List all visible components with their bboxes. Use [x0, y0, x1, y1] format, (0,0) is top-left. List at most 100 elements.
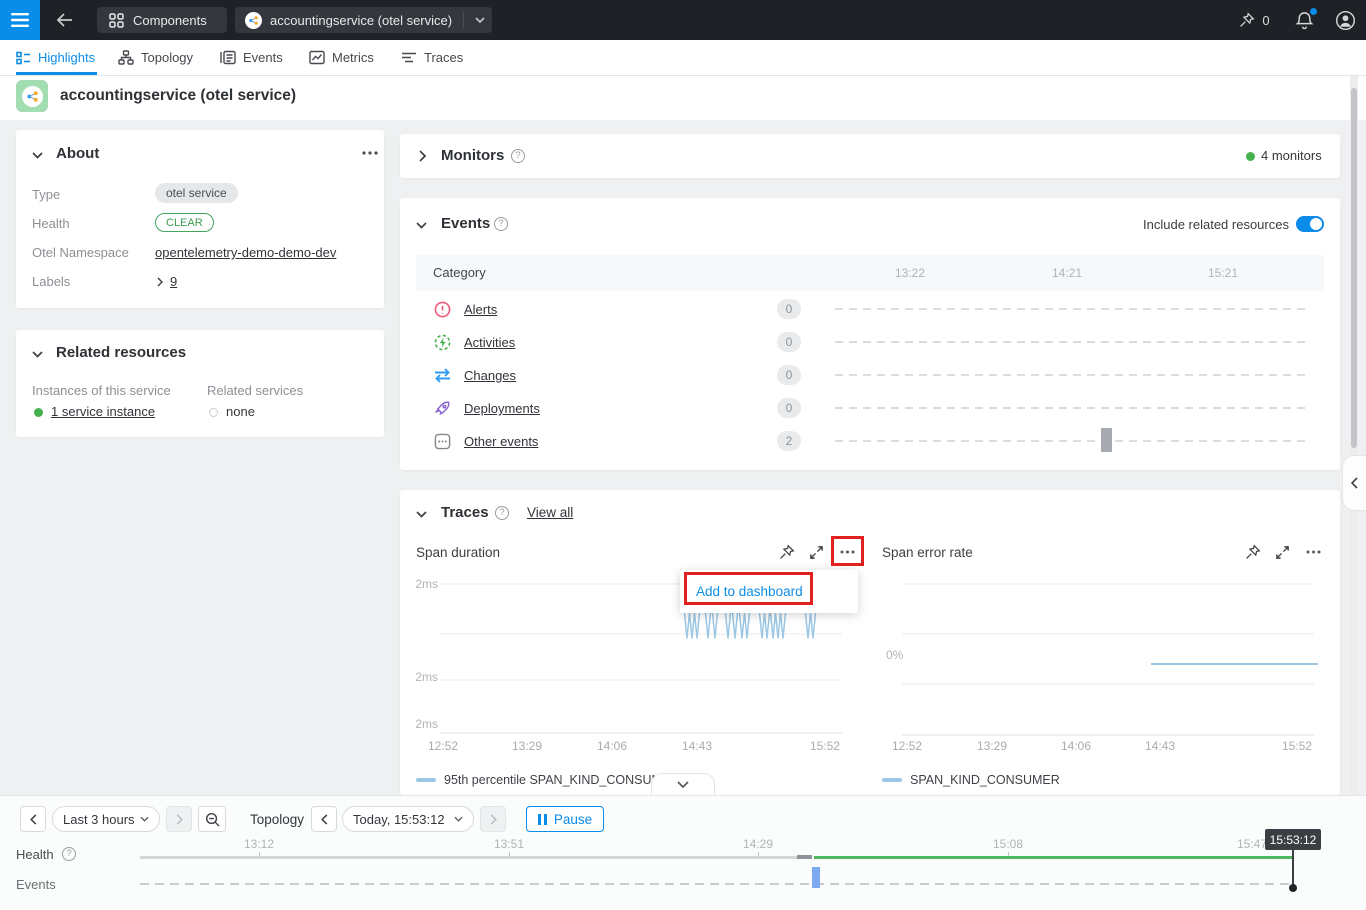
service-tab-divider — [463, 12, 464, 28]
other-events-link[interactable]: Other events — [464, 434, 539, 449]
traces-icon — [402, 52, 416, 63]
tab-highlights[interactable]: Highlights — [16, 40, 95, 75]
deployments-rocket-icon — [434, 401, 450, 415]
view-all-link[interactable]: View all — [527, 505, 574, 520]
chevron-down-icon — [140, 816, 149, 822]
tl-tick — [259, 852, 260, 857]
event-row-other: Other events 2 — [400, 425, 1340, 458]
events-collapse-button[interactable] — [414, 218, 428, 232]
instances-link[interactable]: 1 service instance — [51, 404, 156, 419]
other-events-marker[interactable] — [1101, 428, 1112, 452]
playhead-dot — [1289, 884, 1297, 892]
x-tick: 12:52 — [892, 739, 922, 753]
other-events-timeline — [835, 440, 1311, 442]
expand-icon — [809, 545, 823, 559]
health-row-label: Health — [16, 847, 54, 862]
span-error-menu-button[interactable] — [1302, 542, 1324, 562]
current-time-value: Today, 15:53:12 — [353, 811, 445, 827]
chevron-down-icon — [454, 816, 463, 822]
about-menu-button[interactable] — [360, 146, 380, 160]
about-labels-label: Labels — [32, 274, 71, 289]
scrollbar-thumb[interactable] — [1351, 88, 1357, 448]
time-next-button[interactable] — [480, 806, 506, 832]
span-error-expand-button[interactable] — [1272, 542, 1292, 562]
time-prev-button[interactable] — [311, 806, 337, 832]
notification-badge — [1310, 8, 1317, 15]
telemetry-panel: Last 3 hours Topology Today, 15:53:12 Pa… — [0, 795, 1366, 910]
events-title: Events — [441, 215, 491, 232]
side-panel-handle[interactable] — [1342, 455, 1366, 511]
page-title: accountingservice (otel service) — [60, 87, 297, 104]
health-help-icon[interactable]: ? — [62, 847, 76, 861]
chevron-right-icon — [157, 277, 163, 287]
chevron-down-icon — [31, 151, 43, 159]
tab-traces[interactable]: Traces — [401, 40, 463, 75]
span-error-chart[interactable]: 0% 12:52 13:29 14:06 14:43 15:52 — [882, 570, 1320, 755]
hamburger-menu-button[interactable] — [0, 0, 40, 40]
span-duration-menu-button[interactable] — [836, 542, 858, 562]
activities-link[interactable]: Activities — [464, 335, 516, 350]
tab-topology[interactable]: Topology — [118, 40, 193, 75]
tl-tick-label-2: 13:51 — [493, 837, 525, 851]
deployments-link[interactable]: Deployments — [464, 401, 540, 416]
traces-title: Traces — [441, 504, 489, 521]
tab-events[interactable]: Events — [220, 40, 283, 75]
span-duration-title: Span duration — [416, 545, 501, 560]
tab-metrics[interactable]: Metrics — [309, 40, 374, 75]
chevron-right-icon — [418, 150, 426, 162]
current-time-select[interactable]: Today, 15:53:12 — [342, 806, 474, 832]
alerts-link[interactable]: Alerts — [464, 302, 498, 317]
include-related-toggle[interactable] — [1296, 216, 1324, 232]
event-marker-bar[interactable] — [812, 867, 820, 888]
changes-link[interactable]: Changes — [464, 368, 517, 383]
health-line-unknown — [140, 856, 797, 859]
activities-count: 0 — [777, 332, 801, 352]
monitors-title: Monitors — [441, 147, 505, 164]
user-avatar-button[interactable] — [1334, 9, 1357, 32]
events-icon — [220, 50, 236, 65]
x-tick: 14:43 — [682, 739, 712, 753]
topbar-tab-components[interactable]: Components — [97, 7, 227, 33]
alerts-count: 0 — [777, 299, 801, 319]
monitors-help-icon[interactable]: ? — [511, 149, 525, 163]
traces-help-icon[interactable]: ? — [495, 506, 509, 520]
about-collapse-button[interactable] — [30, 148, 44, 162]
page-header: accountingservice (otel service) — [0, 76, 1366, 120]
playhead-line[interactable] — [1292, 850, 1294, 886]
time-range-select[interactable]: Last 3 hours — [52, 806, 160, 832]
back-button[interactable] — [54, 9, 76, 31]
changes-icon — [435, 368, 450, 383]
related-title: Related resources — [56, 344, 187, 361]
span-duration-chart[interactable]: 2ms 2ms 2ms 12:52 13:29 14:06 14:43 15:5… — [416, 570, 850, 755]
notifications-button[interactable] — [1291, 8, 1317, 32]
zoom-out-button[interactable] — [198, 806, 226, 832]
range-next-button[interactable] — [166, 806, 192, 832]
pinned-items-button[interactable]: 0 — [1236, 9, 1272, 31]
span-error-pin-button[interactable] — [1242, 542, 1262, 562]
related-collapse-button[interactable] — [30, 347, 44, 361]
labels-expand-button[interactable] — [155, 276, 165, 288]
events-timeline-dashes — [140, 883, 1293, 885]
timeline-collapse-tab[interactable] — [651, 773, 715, 795]
events-help-icon[interactable]: ? — [494, 217, 508, 231]
topbar-tab-service[interactable]: accountingservice (otel service) — [235, 7, 492, 33]
span-duration-pin-button[interactable] — [776, 542, 796, 562]
service-tab-dropdown-button[interactable] — [468, 7, 492, 33]
dots-menu-icon — [1306, 550, 1320, 554]
x-tick: 13:29 — [977, 739, 1007, 753]
pause-button[interactable]: Pause — [526, 806, 604, 832]
hamburger-icon — [11, 13, 29, 27]
span-duration-expand-button[interactable] — [806, 542, 826, 562]
add-to-dashboard-menu-item[interactable]: Add to dashboard — [696, 584, 803, 599]
x-tick: 13:29 — [512, 739, 542, 753]
traces-collapse-button[interactable] — [414, 507, 428, 521]
changes-count: 0 — [777, 365, 801, 385]
traces-card: Traces ? View all Span duration 2ms 2ms … — [400, 490, 1340, 795]
namespace-link[interactable]: opentelemetry-demo-demo-dev — [155, 245, 337, 260]
event-row-alerts: Alerts 0 — [400, 293, 1340, 326]
labels-count-link[interactable]: 9 — [170, 274, 178, 289]
x-tick: 14:06 — [597, 739, 627, 753]
range-prev-button[interactable] — [20, 806, 46, 832]
tl-tick-label-1: 13:12 — [243, 837, 275, 851]
monitors-expand-button[interactable] — [416, 149, 428, 163]
